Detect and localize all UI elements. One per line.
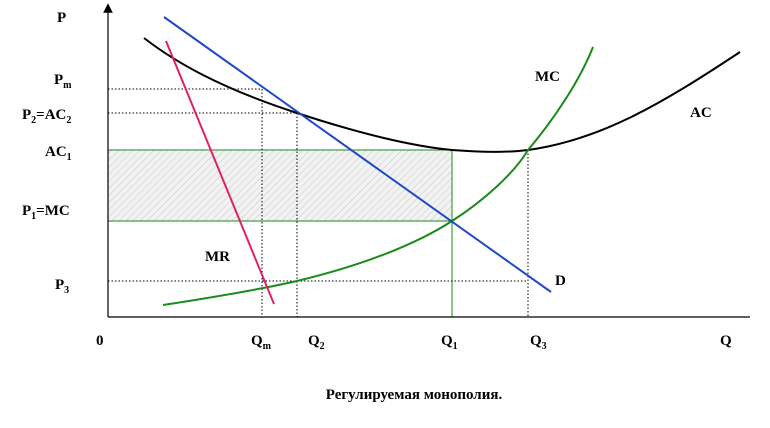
quantity-label-q2: Q2	[308, 333, 325, 352]
mr-line	[165, 40, 275, 305]
price-label-p2-ac2: P2=AC2	[22, 107, 71, 126]
shaded-area	[108, 150, 452, 221]
y-axis-label: P	[57, 10, 66, 26]
origin-label: 0	[96, 333, 104, 349]
diagram-caption: Регулируемая монополия.	[326, 387, 503, 403]
quantity-label-qm: Qm	[251, 333, 272, 352]
price-label-ac1: AC1	[45, 144, 72, 163]
price-label-p1-mc: P1=MC	[22, 203, 70, 222]
demand-line	[163, 16, 552, 293]
x-axis-label: Q	[720, 333, 732, 349]
quantity-label-q3: Q3	[530, 333, 547, 352]
mr-line-label: MR	[205, 249, 230, 265]
price-label-p3: P3	[55, 277, 69, 296]
demand-line-label: D	[555, 273, 566, 289]
quantity-label-q1: Q1	[441, 333, 458, 352]
ac-curve-label: AC	[690, 105, 712, 121]
mc-curve-label: MC	[535, 69, 560, 85]
price-label-pm: Pm	[54, 72, 72, 91]
ac-curve	[143, 37, 741, 153]
